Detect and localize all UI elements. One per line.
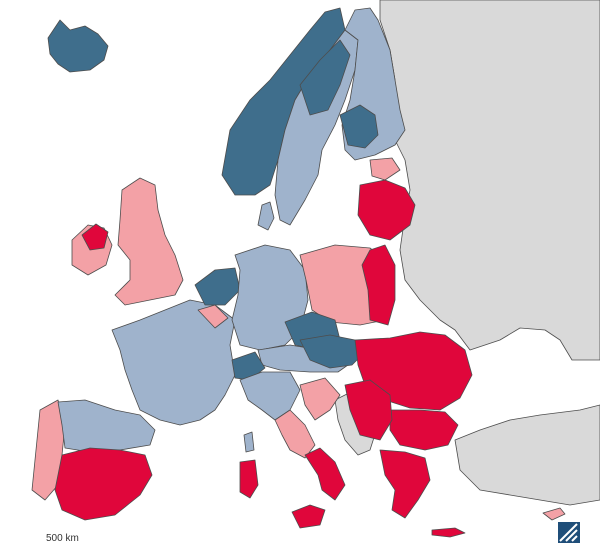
latvia-lithuania	[357, 179, 416, 241]
russia-region	[379, 0, 600, 361]
sardinia	[239, 459, 259, 499]
sicily	[291, 504, 326, 529]
corsica	[243, 431, 255, 453]
spain-south	[54, 447, 153, 521]
italy-south	[304, 447, 346, 501]
turkey-region	[454, 404, 600, 506]
france	[111, 299, 236, 426]
great-britain	[114, 177, 184, 306]
bulgaria	[389, 409, 459, 451]
scale-bar-label: 500 km	[46, 533, 79, 544]
cyprus	[542, 507, 566, 521]
poland-east	[361, 244, 396, 326]
estonia	[369, 157, 401, 181]
crete	[431, 527, 466, 538]
belgium-south	[197, 304, 229, 329]
iceland	[47, 19, 109, 73]
sweden-north	[299, 39, 351, 116]
greece	[379, 449, 431, 519]
slovenia-croatia	[299, 377, 341, 421]
spain-north	[57, 399, 156, 453]
northern-ireland	[81, 223, 109, 251]
finland-south	[339, 104, 379, 149]
serbia-region	[344, 379, 393, 441]
denmark	[257, 201, 275, 231]
diagonal-stripes-square-icon	[558, 522, 580, 543]
italy-center	[274, 409, 316, 459]
belgium-netherlands	[194, 267, 241, 306]
